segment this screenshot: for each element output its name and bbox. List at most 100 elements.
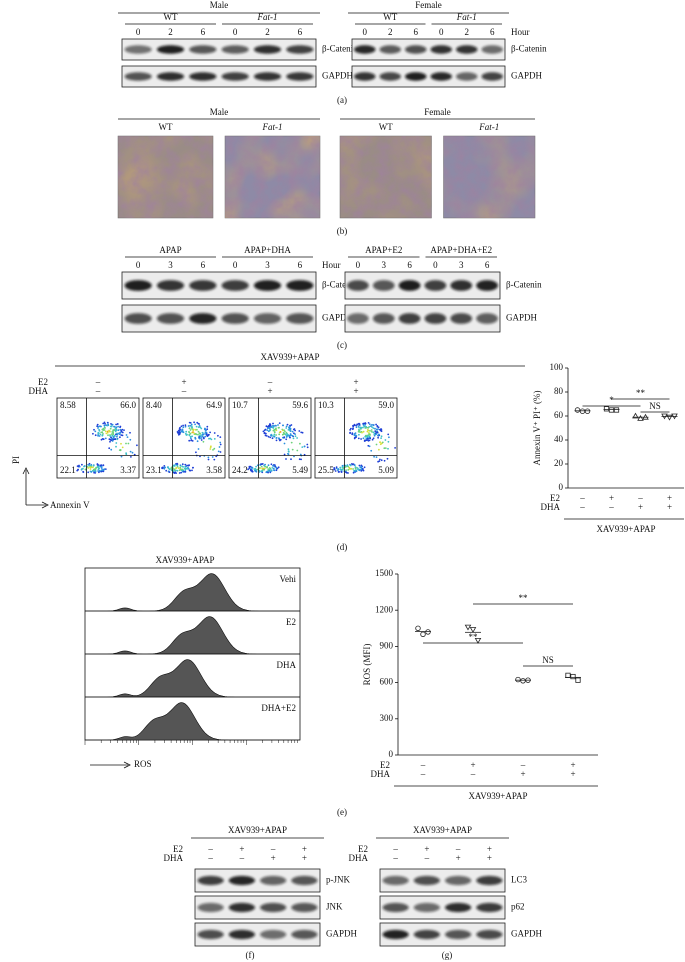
- flow-event: [269, 470, 272, 473]
- flow-event: [195, 451, 197, 454]
- flow-event: [283, 442, 286, 445]
- flow-event: [284, 433, 287, 436]
- blot-band: [228, 929, 255, 940]
- flow-event: [191, 469, 193, 472]
- data-point: [574, 407, 581, 413]
- flow-event: [99, 433, 102, 436]
- flow-event: [178, 472, 181, 474]
- axis-arrow: [22, 467, 49, 509]
- flow-event: [213, 447, 216, 450]
- blot-membrane: [121, 304, 317, 333]
- flow-event: [285, 425, 288, 428]
- flow-event: [175, 467, 178, 469]
- flow-event: [188, 434, 191, 437]
- flow-event: [377, 436, 379, 439]
- flow-event: [367, 444, 370, 447]
- treatment-sign: –: [455, 844, 461, 854]
- treatment-sign: –: [420, 760, 426, 770]
- flow-event: [102, 428, 104, 431]
- flow-event: [173, 468, 176, 471]
- treatment-sign: +: [667, 493, 672, 503]
- quadrant-value: 5.49: [292, 465, 308, 475]
- blot-band: [221, 45, 249, 54]
- flow-event: [387, 440, 390, 443]
- flow-event: [197, 448, 200, 450]
- condition-label: WT: [164, 12, 178, 22]
- flow-event: [352, 424, 354, 427]
- hour-label: 6: [485, 260, 490, 270]
- flow-event: [272, 422, 274, 425]
- flow-event: [104, 468, 107, 470]
- flow-event: [372, 431, 375, 434]
- track-label: DHA: [277, 660, 297, 670]
- flow-event: [373, 455, 375, 458]
- group-title: XAV939+APAP: [228, 825, 287, 835]
- flow-event: [376, 425, 379, 427]
- blot-band: [398, 313, 421, 324]
- blot-membrane: [351, 38, 506, 61]
- data-point: [469, 627, 477, 633]
- flow-event: [115, 445, 117, 448]
- flow-event: [208, 437, 210, 440]
- flow-event: [339, 466, 342, 469]
- flow-event: [116, 435, 118, 438]
- flow-event: [273, 465, 275, 467]
- blot-band: [456, 45, 478, 54]
- blot-band: [156, 313, 185, 324]
- blot-band: [476, 313, 498, 324]
- flow-event: [77, 465, 80, 468]
- treatment-sign: +: [609, 493, 614, 503]
- flow-event: [113, 438, 116, 441]
- flow-event: [189, 435, 192, 438]
- flow-event: [368, 433, 370, 436]
- flow-event: [366, 437, 369, 440]
- flow-event: [370, 430, 373, 433]
- quadrant-value: 3.37: [120, 465, 136, 475]
- flow-event: [178, 469, 181, 472]
- flow-event: [355, 426, 358, 429]
- flow-event: [203, 437, 205, 440]
- flow-event: [362, 437, 365, 440]
- flow-event: [270, 434, 273, 437]
- hour-label: 0: [363, 27, 368, 37]
- data-point: [637, 414, 644, 421]
- flow-event: [176, 464, 179, 467]
- flow-event: [269, 429, 272, 431]
- hour-label: 6: [201, 27, 206, 37]
- flow-event: [380, 437, 382, 439]
- flow-event: [212, 449, 214, 451]
- flow-event: [375, 443, 378, 446]
- flow-event: [127, 442, 130, 445]
- treatment-sign: +: [424, 844, 429, 854]
- flow-event: [97, 465, 100, 468]
- significance-label: **: [636, 388, 646, 398]
- blot-band: [291, 929, 318, 940]
- treatment-label: E2: [380, 760, 390, 770]
- flow-event: [261, 463, 264, 465]
- flow-event: [290, 424, 293, 426]
- flow-event: [167, 466, 170, 468]
- hour-label: 6: [298, 27, 303, 37]
- flow-event: [351, 432, 354, 435]
- quadrant-value: 8.40: [146, 400, 162, 410]
- panel-label: (d): [337, 542, 348, 552]
- y-tick-label: 900: [380, 640, 394, 650]
- quadrant-value: 23.1: [146, 465, 162, 475]
- flow-event: [359, 426, 362, 429]
- ihc-texture: [340, 136, 432, 218]
- treatment-sign: –: [579, 502, 585, 512]
- flow-event: [287, 434, 289, 437]
- quadrant-value: 10.7: [232, 400, 248, 410]
- flow-event: [271, 437, 274, 440]
- data-point: [584, 408, 591, 414]
- flow-event: [170, 469, 173, 472]
- hour-label: 6: [414, 27, 419, 37]
- flow-event: [275, 439, 278, 442]
- flow-event: [192, 466, 194, 469]
- flow-event: [168, 471, 171, 473]
- flow-event: [306, 446, 309, 449]
- flow-event: [106, 430, 109, 433]
- flow-event: [349, 431, 351, 434]
- data-point: [425, 629, 431, 635]
- flow-event: [380, 428, 383, 431]
